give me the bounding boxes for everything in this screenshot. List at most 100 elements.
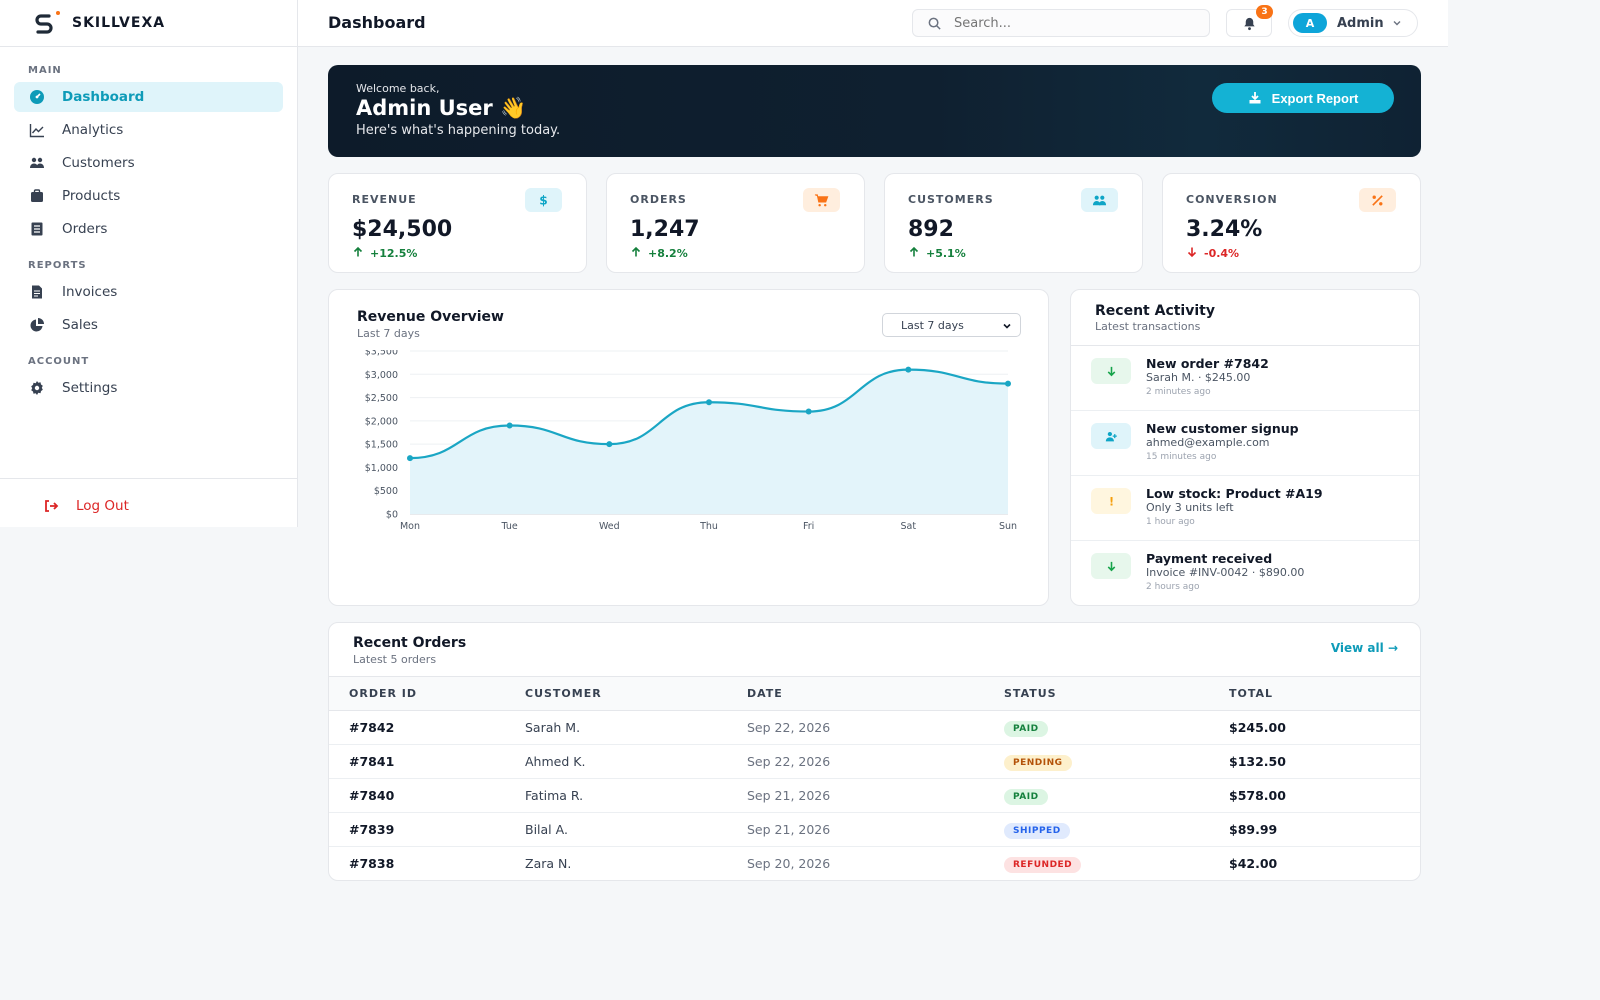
chart-subtitle: Last 7 days (357, 327, 420, 340)
table-row[interactable]: #7838 Zara N. Sep 20, 2026 REFUNDED $42.… (329, 847, 1420, 881)
chart-title: Revenue Overview (357, 309, 504, 325)
wave-emoji: 👋 (500, 96, 527, 120)
sidebar-item-label: Analytics (62, 122, 124, 138)
logout-button[interactable]: Log Out (28, 491, 129, 521)
x-tick-label: Fri (803, 521, 814, 532)
y-tick-label: $2,500 (365, 393, 398, 404)
sidebar-item-analytics[interactable]: Analytics (14, 115, 283, 145)
user-plus-icon (1091, 423, 1131, 449)
table-row[interactable]: #7840 Fatima R. Sep 21, 2026 PAID $578.0… (329, 779, 1420, 813)
search-box[interactable] (912, 9, 1210, 37)
svg-text:!: ! (1108, 495, 1113, 507)
order-id[interactable]: #7839 (349, 822, 395, 837)
sidebar-item-sales[interactable]: Sales (14, 310, 283, 340)
trend-up-icon (352, 246, 370, 261)
order-date: Sep 22, 2026 (747, 720, 831, 735)
sidebar-item-invoices[interactable]: Invoices (14, 277, 283, 307)
column-header[interactable]: CUSTOMER (525, 687, 602, 700)
users-icon (28, 154, 46, 172)
x-tick-label: Mon (400, 521, 420, 532)
date-range-value: Last 7 days (901, 318, 964, 332)
activity-description: Only 3 units left (1146, 501, 1234, 514)
stat-value: 3.24% (1186, 217, 1263, 242)
export-report-button[interactable]: Export Report (1212, 83, 1394, 113)
stat-value: $24,500 (352, 217, 453, 242)
column-header[interactable]: STATUS (1004, 687, 1057, 700)
status-badge: SHIPPED (1004, 822, 1070, 839)
stat-delta: -0.4% (1186, 246, 1239, 261)
revenue-overview-card: Revenue Overview Last 7 days Last 7 days… (328, 289, 1049, 606)
notifications-button[interactable]: 3 (1226, 5, 1273, 37)
stat-label: REVENUE (352, 193, 417, 206)
user-menu[interactable]: A Admin (1288, 9, 1418, 37)
stat-value: 892 (908, 217, 954, 242)
column-header[interactable]: DATE (747, 687, 783, 700)
stat-delta: +12.5% (352, 246, 417, 261)
activity-time: 1 hour ago (1146, 517, 1195, 527)
search-input[interactable] (954, 15, 1194, 31)
brand[interactable]: SKILLVEXA (0, 0, 297, 47)
order-id[interactable]: #7841 (349, 754, 395, 769)
chevron-down-icon (1393, 21, 1401, 26)
nav-section-label: ACCOUNT (28, 356, 90, 367)
brand-name: SKILLVEXA (72, 15, 166, 31)
status-badge: PAID (1004, 788, 1048, 805)
table-row[interactable]: #7839 Bilal A. Sep 21, 2026 SHIPPED $89.… (329, 813, 1420, 847)
list-icon (28, 220, 46, 238)
view-all-link[interactable]: View all → (1330, 641, 1398, 655)
recent-activity-card: Recent Activity Latest transactions New … (1070, 289, 1420, 606)
sidebar-item-dashboard[interactable]: Dashboard (14, 82, 283, 112)
sidebar-item-settings[interactable]: Settings (14, 373, 283, 403)
column-header[interactable]: TOTAL (1229, 687, 1274, 700)
data-point (606, 441, 613, 448)
activity-time: 15 minutes ago (1146, 452, 1217, 462)
gear-icon (28, 379, 46, 397)
chevron-down-icon (1003, 323, 1011, 329)
users-icon (1081, 188, 1118, 212)
status-badge: PENDING (1004, 754, 1072, 771)
stat-card-revenue: REVENUE $ $24,500 +12.5% (328, 173, 587, 273)
activity-title-text: New order #7842 (1146, 356, 1269, 371)
column-header[interactable]: ORDER ID (349, 687, 417, 700)
bell-icon (1243, 17, 1255, 30)
y-tick-label: $3,500 (365, 350, 398, 358)
date-range-select[interactable]: Last 7 days (882, 313, 1021, 337)
trend-down-icon (1186, 246, 1204, 261)
sidebar-item-label: Orders (62, 221, 108, 237)
x-tick-label: Sun (999, 521, 1017, 532)
order-id[interactable]: #7840 (349, 788, 395, 803)
table-row[interactable]: #7842 Sarah M. Sep 22, 2026 PAID $245.00 (329, 711, 1420, 745)
activity-title-text: Payment received (1146, 551, 1273, 566)
activity-item[interactable]: New customer signup ahmed@example.com 15… (1071, 411, 1419, 476)
stat-card-orders: ORDERS 1,247 +8.2% (606, 173, 865, 273)
table-row[interactable]: #7841 Ahmed K. Sep 22, 2026 PENDING $132… (329, 745, 1420, 779)
order-date: Sep 21, 2026 (747, 788, 831, 803)
nav-section-label: MAIN (28, 65, 62, 76)
activity-item[interactable]: New order #7842 Sarah M. · $245.00 2 min… (1071, 346, 1419, 411)
data-point (706, 399, 712, 406)
x-tick-label: Sat (901, 521, 917, 532)
activity-item[interactable]: ! Low stock: Product #A19 Only 3 units l… (1071, 476, 1419, 541)
logout-label: Log Out (76, 498, 129, 514)
orders-subtitle: Latest 5 orders (353, 653, 437, 666)
sidebar-item-label: Products (62, 188, 121, 204)
order-id[interactable]: #7838 (349, 856, 395, 872)
activity-item[interactable]: Payment received Invoice #INV-0042 · $89… (1071, 541, 1419, 605)
status-badge: PAID (1004, 720, 1048, 737)
y-tick-label: $1,000 (365, 463, 398, 474)
sidebar-item-label: Customers (62, 155, 135, 171)
order-date: Sep 21, 2026 (747, 822, 831, 837)
welcome-name: Admin User 👋 (356, 96, 527, 120)
order-id[interactable]: #7842 (349, 720, 395, 735)
order-total: $132.50 (1229, 754, 1286, 769)
activity-divider (1071, 345, 1419, 346)
stat-card-conversion: CONVERSION 3.24% -0.4% (1162, 173, 1421, 273)
sidebar-item-orders[interactable]: Orders (14, 214, 283, 244)
sidebar-item-customers[interactable]: Customers (14, 148, 283, 178)
data-point (1005, 380, 1011, 387)
sidebar-item-products[interactable]: Products (14, 181, 283, 211)
arrow-down-icon (1091, 358, 1131, 384)
x-tick-label: Tue (501, 521, 518, 532)
recent-orders-card: Recent Orders Latest 5 orders View all →… (328, 622, 1421, 881)
stat-value: 1,247 (630, 217, 700, 242)
